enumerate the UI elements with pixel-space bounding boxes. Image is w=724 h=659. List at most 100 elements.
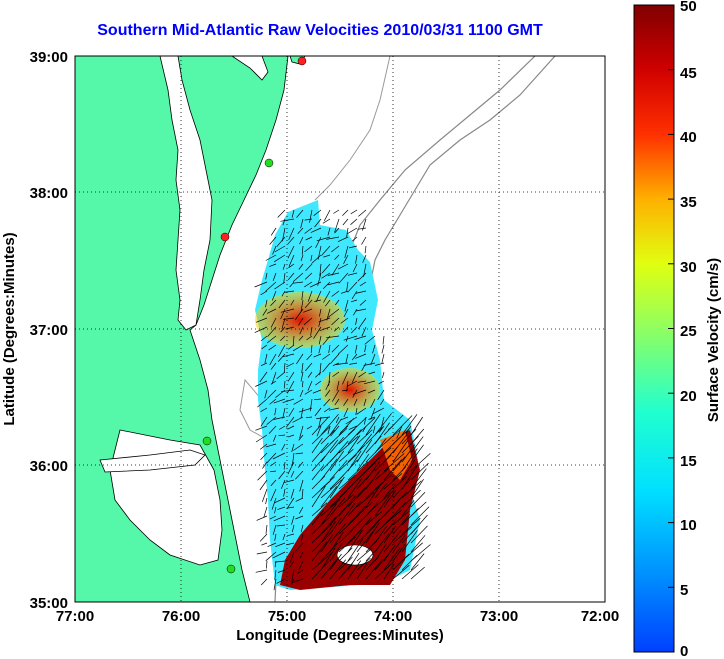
velocity-vector: [332, 371, 340, 377]
map-title: Southern Mid-Atlantic Raw Velocities 201…: [97, 22, 543, 39]
velocity-vector: [401, 414, 418, 436]
velocity-vector: [380, 398, 385, 405]
x-axis-label: Longitude (Degrees:Minutes): [236, 627, 444, 644]
velocity-vector: [275, 542, 286, 548]
velocity-vector: [356, 407, 367, 415]
velocity-vector: [316, 416, 331, 419]
velocity-vector: [368, 371, 376, 375]
velocity-vector: [401, 480, 422, 499]
velocity-vector: [331, 245, 340, 253]
velocity-vector: [315, 290, 322, 303]
velocity-vector: [315, 380, 322, 386]
velocity-vector: [365, 443, 384, 463]
velocity-vector: [338, 547, 353, 562]
velocity-vector: [356, 417, 376, 436]
velocity-vector: [257, 470, 268, 481]
velocity-vector: [292, 344, 304, 352]
station-marker: [202, 436, 212, 446]
velocity-vector: [277, 209, 286, 218]
velocity-vector: [338, 483, 354, 499]
velocity-vector: [283, 488, 286, 497]
velocity-vector: [306, 353, 313, 361]
velocity-vector: [338, 494, 354, 508]
velocity-vector: [264, 389, 268, 399]
velocity-vector: [410, 491, 426, 508]
velocity-vector: [329, 459, 348, 481]
velocity-vector: [337, 344, 349, 355]
velocity-vector: [278, 470, 286, 480]
velocity-vector: [327, 227, 331, 236]
velocity-vector: [274, 407, 277, 416]
velocity-vector: [354, 344, 358, 354]
velocity-vector: [347, 529, 362, 544]
velocity-vector: [356, 433, 373, 454]
velocity-vector: [396, 425, 403, 439]
velocity-vector: [295, 542, 304, 552]
velocity-vector: [329, 474, 345, 490]
velocity-vector: [259, 371, 268, 383]
velocity-vector: [318, 317, 322, 327]
velocity-vector: [392, 543, 406, 562]
velocity-vector: [358, 317, 367, 330]
velocity-vector: [266, 452, 277, 464]
velocity-vector: [289, 560, 295, 568]
velocity-vector: [320, 503, 337, 526]
velocity-vector: [383, 547, 401, 571]
velocity-vector: [347, 478, 362, 499]
velocity-vector: [255, 380, 268, 387]
velocity-vector: [259, 443, 268, 450]
velocity-vector: [320, 486, 338, 508]
colorbar-tick-label: 15: [680, 453, 697, 470]
velocity-vector: [265, 560, 268, 569]
velocity-vector: [261, 488, 268, 503]
velocity-vector: [311, 416, 329, 436]
velocity-vector: [311, 560, 330, 580]
velocity-vector: [286, 506, 295, 509]
velocity-vector: [256, 515, 268, 521]
velocity-vector: [410, 436, 424, 454]
station-marker: [220, 232, 230, 242]
velocity-vector: [346, 281, 349, 291]
velocity-vector: [283, 272, 286, 284]
velocity-vector: [290, 578, 295, 585]
velocity-vector: [347, 435, 361, 454]
velocity-vector: [351, 371, 358, 383]
velocity-vector: [266, 416, 277, 425]
velocity-vector: [410, 479, 424, 499]
velocity-vector: [333, 326, 340, 332]
velocity-vector: [335, 362, 349, 365]
velocity-vector: [262, 308, 268, 316]
velocity-vector: [301, 362, 304, 373]
velocity-vector: [392, 433, 408, 454]
velocity-vector: [374, 489, 395, 508]
velocity-vector: [357, 272, 367, 282]
velocity-vector: [383, 453, 405, 472]
velocity-vector: [383, 525, 397, 544]
velocity-vector: [305, 362, 313, 372]
velocity-vector: [298, 263, 304, 270]
velocity-vector: [297, 461, 304, 468]
velocity-vector: [299, 236, 304, 245]
velocity-vector: [374, 413, 392, 436]
velocity-vector: [347, 560, 362, 580]
velocity-vector: [310, 227, 322, 233]
velocity-vector: [282, 407, 286, 419]
velocity-vector: [301, 290, 304, 301]
velocity-vector: [295, 470, 304, 480]
velocity-vector: [338, 449, 354, 463]
velocity-vector: [280, 335, 286, 342]
velocity-vector: [401, 517, 421, 535]
velocity-vector: [364, 335, 376, 345]
velocity-vector: [410, 553, 425, 571]
velocity-vector: [320, 547, 336, 571]
velocity-vector: [329, 476, 345, 499]
delaware-bay: [231, 56, 269, 81]
velocity-vector: [350, 326, 358, 334]
velocity-vector: [318, 317, 331, 323]
velocity-vector: [310, 344, 313, 353]
velocity-vector: [286, 380, 295, 394]
velocity-vector: [343, 254, 349, 264]
velocity-vector: [338, 418, 354, 436]
velocity-vector: [410, 535, 426, 553]
velocity-vector: [342, 389, 349, 392]
